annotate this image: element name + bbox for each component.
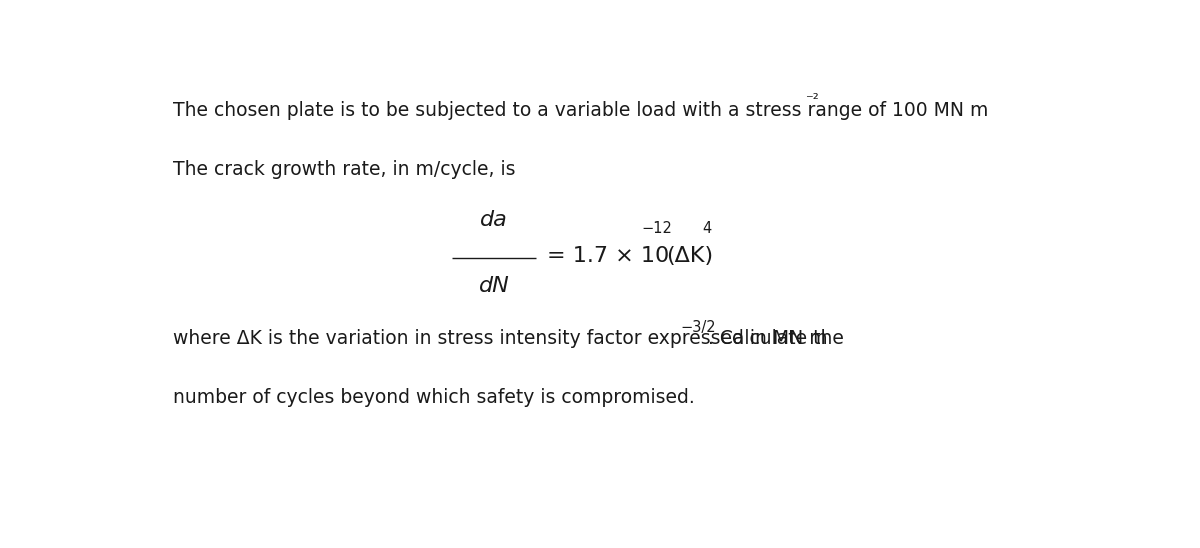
Text: .: . (816, 101, 822, 121)
Text: dN: dN (479, 276, 510, 295)
Text: −12: −12 (642, 221, 673, 236)
Text: −3/2: −3/2 (680, 319, 716, 335)
Text: ⁻²: ⁻² (805, 92, 818, 107)
Text: = 1.7 × 10: = 1.7 × 10 (547, 246, 670, 266)
Text: (ΔK): (ΔK) (666, 246, 713, 266)
Text: da: da (480, 210, 508, 230)
Text: where ΔK is the variation in stress intensity factor expressed in MN m: where ΔK is the variation in stress inte… (173, 329, 828, 348)
Text: number of cycles beyond which safety is compromised.: number of cycles beyond which safety is … (173, 389, 695, 407)
Text: . Calculate the: . Calculate the (708, 329, 844, 348)
Text: The chosen plate is to be subjected to a variable load with a stress range of 10: The chosen plate is to be subjected to a… (173, 101, 989, 121)
Text: 4: 4 (702, 221, 712, 236)
Text: The crack growth rate, in m/cycle, is: The crack growth rate, in m/cycle, is (173, 161, 516, 179)
